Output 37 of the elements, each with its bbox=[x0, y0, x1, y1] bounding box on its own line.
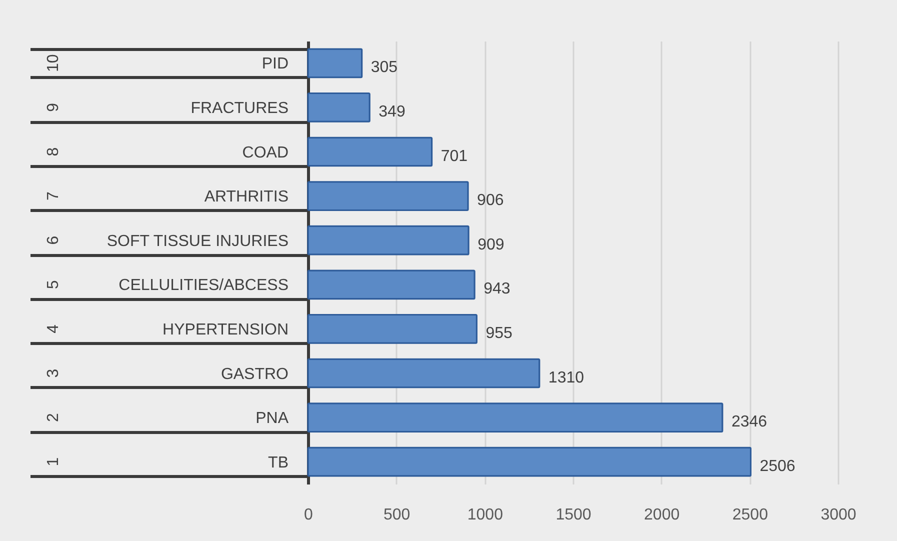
text: 9 bbox=[45, 102, 62, 112]
text: 8 bbox=[45, 147, 62, 156]
y-tick-label: COAD bbox=[242, 144, 288, 162]
y-tick-label: SOFT TISSUE INJURIES bbox=[106, 232, 288, 250]
data-label: 943 bbox=[484, 280, 510, 298]
x-tick-label: 0 bbox=[304, 506, 314, 524]
text: 5 bbox=[45, 280, 62, 290]
y-tick-label: FRACTURES bbox=[190, 100, 288, 117]
y-tick-label: PID bbox=[262, 56, 288, 73]
y-tick-label: GASTRO bbox=[220, 366, 288, 383]
text: 2 bbox=[45, 413, 62, 422]
y-tick-label: ARTHRITIS bbox=[204, 188, 288, 206]
y-tick-label: CELLULITIES/ABCESS bbox=[118, 277, 288, 294]
data-label: 909 bbox=[478, 236, 504, 254]
data-label: 2506 bbox=[760, 458, 796, 475]
data-label: 349 bbox=[378, 103, 406, 120]
text: 6 bbox=[45, 236, 62, 245]
data-label: 2346 bbox=[731, 414, 768, 431]
text: 1 bbox=[45, 457, 62, 466]
x-tick-label: 500 bbox=[383, 506, 410, 524]
x-tick-label: 2500 bbox=[732, 506, 768, 524]
y-tick-label: TB bbox=[268, 454, 288, 472]
text: 10 bbox=[45, 54, 62, 72]
x-tick-label: 1000 bbox=[467, 506, 504, 524]
y-tick-label: PNA bbox=[256, 410, 289, 428]
text: 4 bbox=[45, 324, 62, 334]
data-label: 1310 bbox=[548, 369, 584, 386]
data-label: 305 bbox=[370, 59, 398, 76]
text: 7 bbox=[45, 192, 62, 201]
y-tick-label: HYPERTENSION bbox=[162, 321, 288, 338]
data-label: 701 bbox=[440, 148, 468, 165]
x-tick-label: 1500 bbox=[556, 506, 592, 524]
text: 3 bbox=[45, 368, 62, 378]
x-tick-label: 3000 bbox=[820, 506, 856, 524]
data-label: 906 bbox=[477, 192, 504, 210]
x-tick-label: 2000 bbox=[644, 506, 680, 524]
data-label: 955 bbox=[486, 324, 513, 342]
